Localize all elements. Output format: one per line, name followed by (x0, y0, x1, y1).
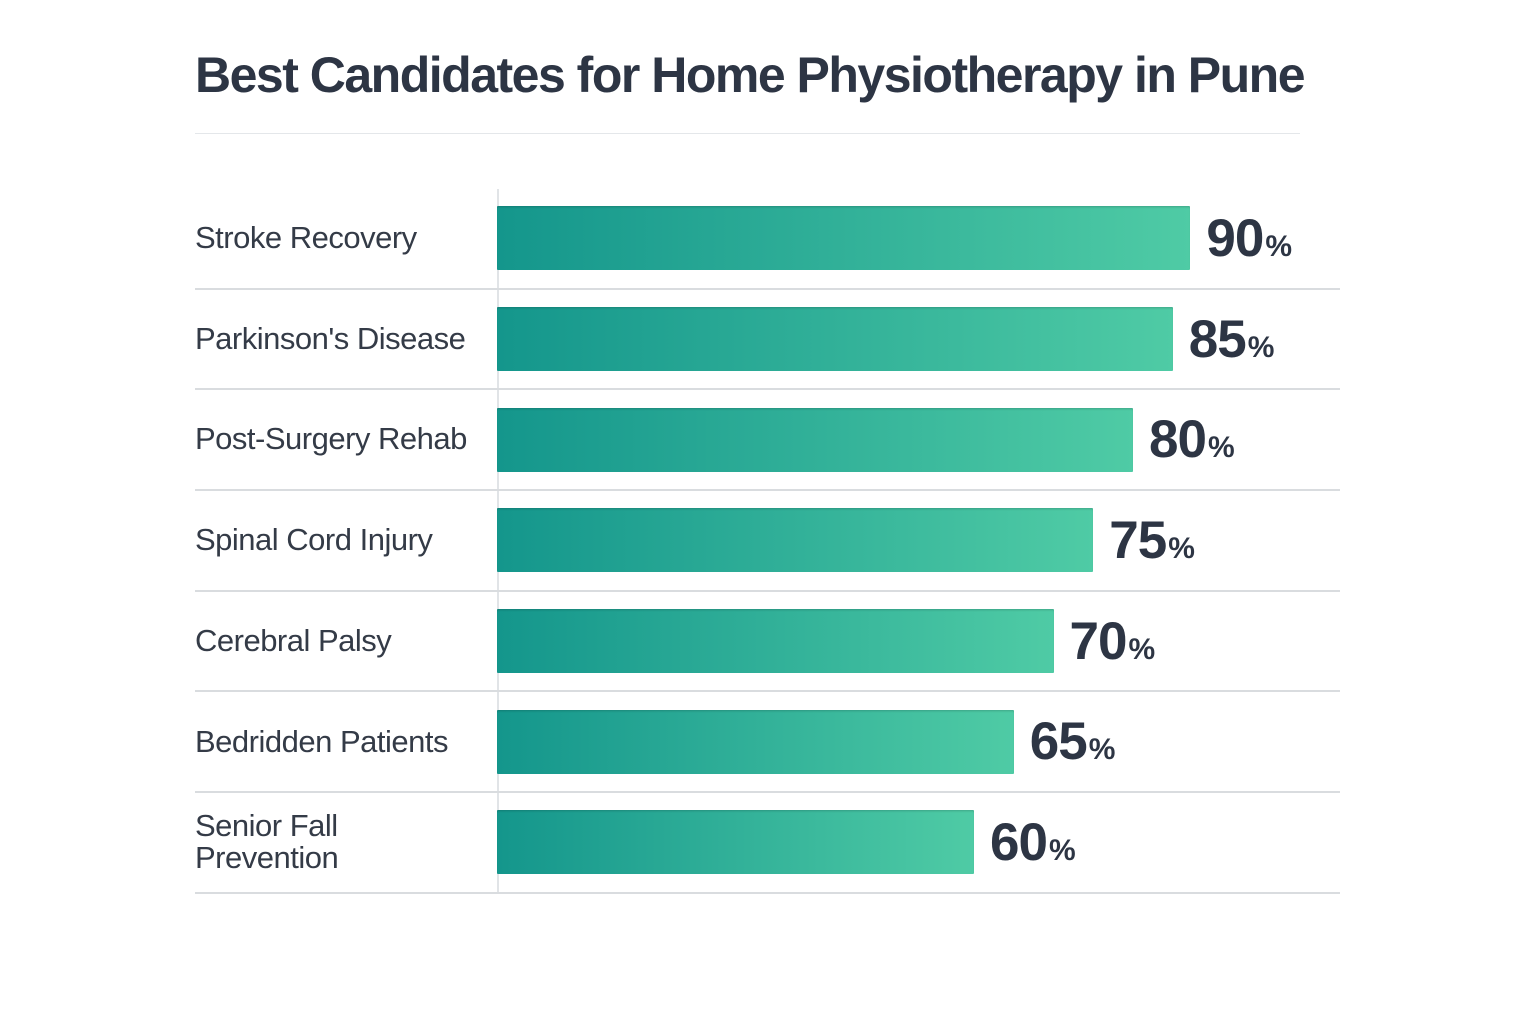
row-plot-area: 90 % (497, 206, 1292, 271)
bar (497, 407, 1133, 472)
chart-row: Stroke Recovery 90 % (195, 189, 1340, 290)
bar (497, 206, 1191, 271)
row-plot-area: 60 % (497, 810, 1292, 875)
row-label: Bedridden Patients (195, 723, 448, 759)
row-plot-area: 75 % (497, 508, 1292, 573)
bar-value-number: 65 (1029, 712, 1088, 772)
bar-value-number: 60 (990, 812, 1048, 872)
bar-value-suffix: % (1128, 632, 1156, 666)
bar-value: 85 % (1189, 313, 1275, 366)
bar-chart: Stroke Recovery 90 % Parkinson's Disease… (195, 189, 1340, 894)
bar-value-number: 85 (1188, 309, 1247, 369)
bar-value: 90 % (1206, 212, 1292, 265)
title-divider (195, 133, 1300, 134)
chart-rows: Stroke Recovery 90 % Parkinson's Disease… (195, 189, 1340, 894)
chart-row: Cerebral Palsy 70 % (195, 592, 1340, 693)
row-label: Post-Surgery Rehab (195, 421, 467, 457)
row-label: Cerebral Palsy (195, 622, 392, 658)
row-plot-area: 70 % (497, 609, 1292, 674)
chart-row: Spinal Cord Injury 75 % (195, 491, 1340, 592)
bar-value-suffix: % (1168, 531, 1195, 565)
bar-value: 65 % (1030, 715, 1116, 768)
bar-value-suffix: % (1207, 431, 1235, 465)
bar-value-number: 90 (1206, 208, 1264, 268)
chart-row: Senior Fall Prevention 60 % (195, 793, 1340, 894)
bar-value-number: 70 (1069, 611, 1128, 671)
bar-value-number: 75 (1109, 510, 1167, 570)
bar (497, 810, 974, 875)
row-label: Senior Fall Prevention (195, 807, 339, 876)
row-label: Parkinson's Disease (195, 320, 466, 356)
bar-value-suffix: % (1048, 833, 1076, 867)
row-label: Stroke Recovery (195, 220, 417, 256)
row-label: Spinal Cord Injury (195, 522, 433, 558)
bar-value-suffix: % (1265, 229, 1292, 263)
bar-value-number: 80 (1149, 410, 1207, 470)
bar-value: 80 % (1149, 413, 1235, 466)
bar-value: 60 % (990, 816, 1076, 869)
row-plot-area: 85 % (497, 307, 1292, 372)
bar (497, 609, 1054, 674)
row-plot-area: 80 % (497, 407, 1292, 472)
row-plot-area: 65 % (497, 709, 1292, 774)
bar-value-suffix: % (1088, 733, 1116, 767)
bar (497, 508, 1094, 573)
chart-row: Bedridden Patients 65 % (195, 692, 1340, 794)
chart-row: Parkinson's Disease 85 % (195, 290, 1340, 391)
page-title: Best Candidates for Home Physiotherapy i… (195, 47, 1306, 103)
bar-value: 75 % (1109, 514, 1195, 567)
bar (497, 307, 1173, 372)
bar-value: 70 % (1070, 615, 1156, 668)
chart-row: Post-Surgery Rehab 80 % (195, 390, 1340, 492)
bar (497, 709, 1014, 774)
bar-value-suffix: % (1247, 330, 1275, 364)
